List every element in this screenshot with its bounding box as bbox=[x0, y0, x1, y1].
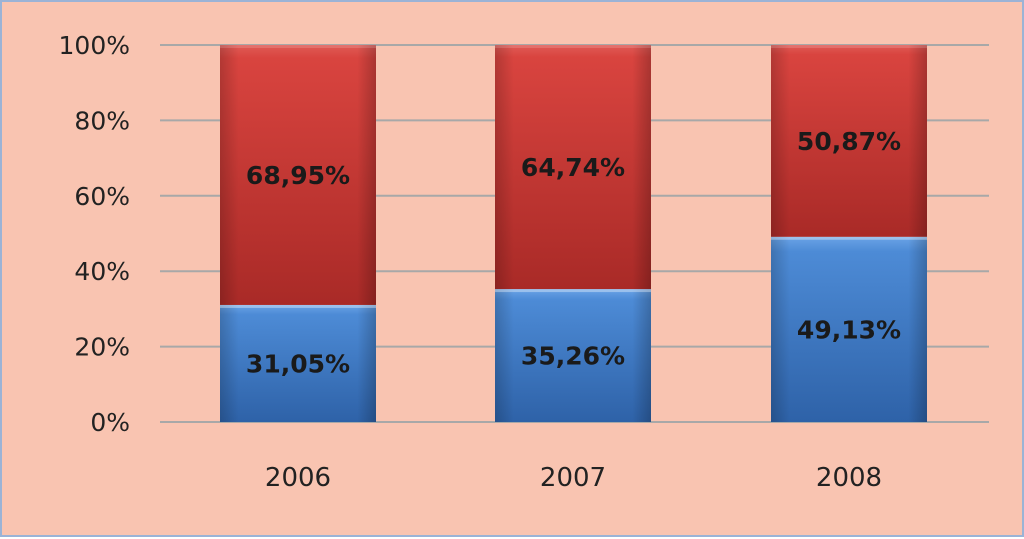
data-labels: 31,05% 68,95% 35,26% 64,74% 49,13% 50,87% bbox=[246, 127, 901, 379]
y-tick-label: 40% bbox=[74, 257, 130, 286]
y-tick-label: 100% bbox=[59, 31, 130, 60]
bar-2006-series-1-highlight bbox=[220, 304, 376, 308]
data-label-2008-series-2: 50,87% bbox=[797, 127, 901, 156]
bars bbox=[220, 45, 927, 422]
y-tick-label: 0% bbox=[90, 408, 130, 437]
bar-2008-series-1-shade bbox=[771, 236, 927, 422]
data-label-2007-series-2: 64,74% bbox=[521, 153, 625, 182]
bar-2008-series-2-highlight bbox=[771, 45, 927, 48]
data-label-2008-series-1: 49,13% bbox=[797, 315, 901, 344]
bar-2008-series-1-highlight bbox=[771, 236, 927, 240]
bar-2007-series-1-shade bbox=[495, 289, 651, 422]
data-label-2006-series-1: 31,05% bbox=[246, 349, 350, 378]
x-category-label: 2007 bbox=[540, 463, 606, 493]
y-tick-label: 60% bbox=[74, 182, 130, 211]
bar-2007-series-2-shade bbox=[495, 45, 651, 290]
x-axis-categories: 2006 2007 2008 bbox=[265, 463, 882, 493]
data-label-2007-series-1: 35,26% bbox=[521, 342, 625, 371]
x-category-label: 2006 bbox=[265, 463, 331, 493]
bar-2007-series-1-highlight bbox=[495, 289, 651, 293]
data-label-2006-series-2: 68,95% bbox=[246, 161, 350, 190]
bar-2007-series-2-highlight bbox=[495, 45, 651, 48]
bar-2006-series-2-shade bbox=[220, 45, 376, 305]
y-tick-label: 20% bbox=[74, 333, 130, 362]
x-category-label: 2008 bbox=[816, 463, 882, 493]
bar-2008-series-2-shade bbox=[771, 45, 927, 237]
bar-2006-series-1-shade bbox=[220, 304, 376, 422]
y-tick-label: 80% bbox=[74, 106, 130, 135]
y-axis-ticks: 0% 20% 40% 60% 80% 100% bbox=[59, 31, 130, 437]
bar-2006-series-2-highlight bbox=[220, 45, 376, 48]
